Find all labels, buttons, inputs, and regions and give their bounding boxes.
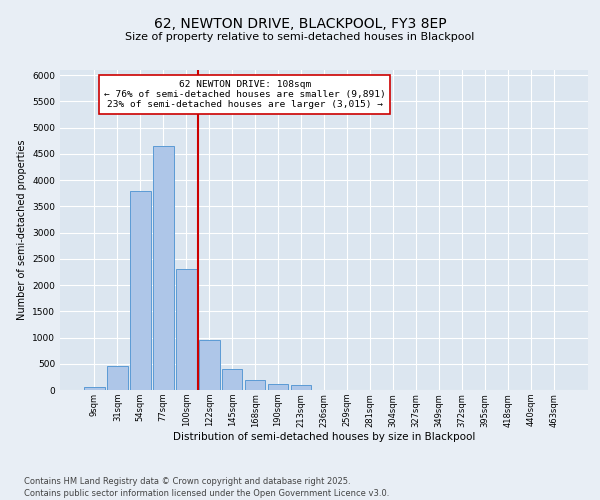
Bar <box>176 270 197 390</box>
Bar <box>130 190 151 390</box>
Bar <box>245 380 265 390</box>
Text: Contains HM Land Registry data © Crown copyright and database right 2025.
Contai: Contains HM Land Registry data © Crown c… <box>24 476 389 498</box>
Y-axis label: Number of semi-detached properties: Number of semi-detached properties <box>17 140 26 320</box>
Bar <box>199 340 220 390</box>
Bar <box>222 369 242 390</box>
Bar <box>107 366 128 390</box>
Bar <box>290 385 311 390</box>
Bar <box>268 384 289 390</box>
Bar <box>84 388 104 390</box>
X-axis label: Distribution of semi-detached houses by size in Blackpool: Distribution of semi-detached houses by … <box>173 432 475 442</box>
Bar <box>153 146 173 390</box>
Text: 62, NEWTON DRIVE, BLACKPOOL, FY3 8EP: 62, NEWTON DRIVE, BLACKPOOL, FY3 8EP <box>154 18 446 32</box>
Text: Size of property relative to semi-detached houses in Blackpool: Size of property relative to semi-detach… <box>125 32 475 42</box>
Text: 62 NEWTON DRIVE: 108sqm
← 76% of semi-detached houses are smaller (9,891)
23% of: 62 NEWTON DRIVE: 108sqm ← 76% of semi-de… <box>104 80 386 110</box>
